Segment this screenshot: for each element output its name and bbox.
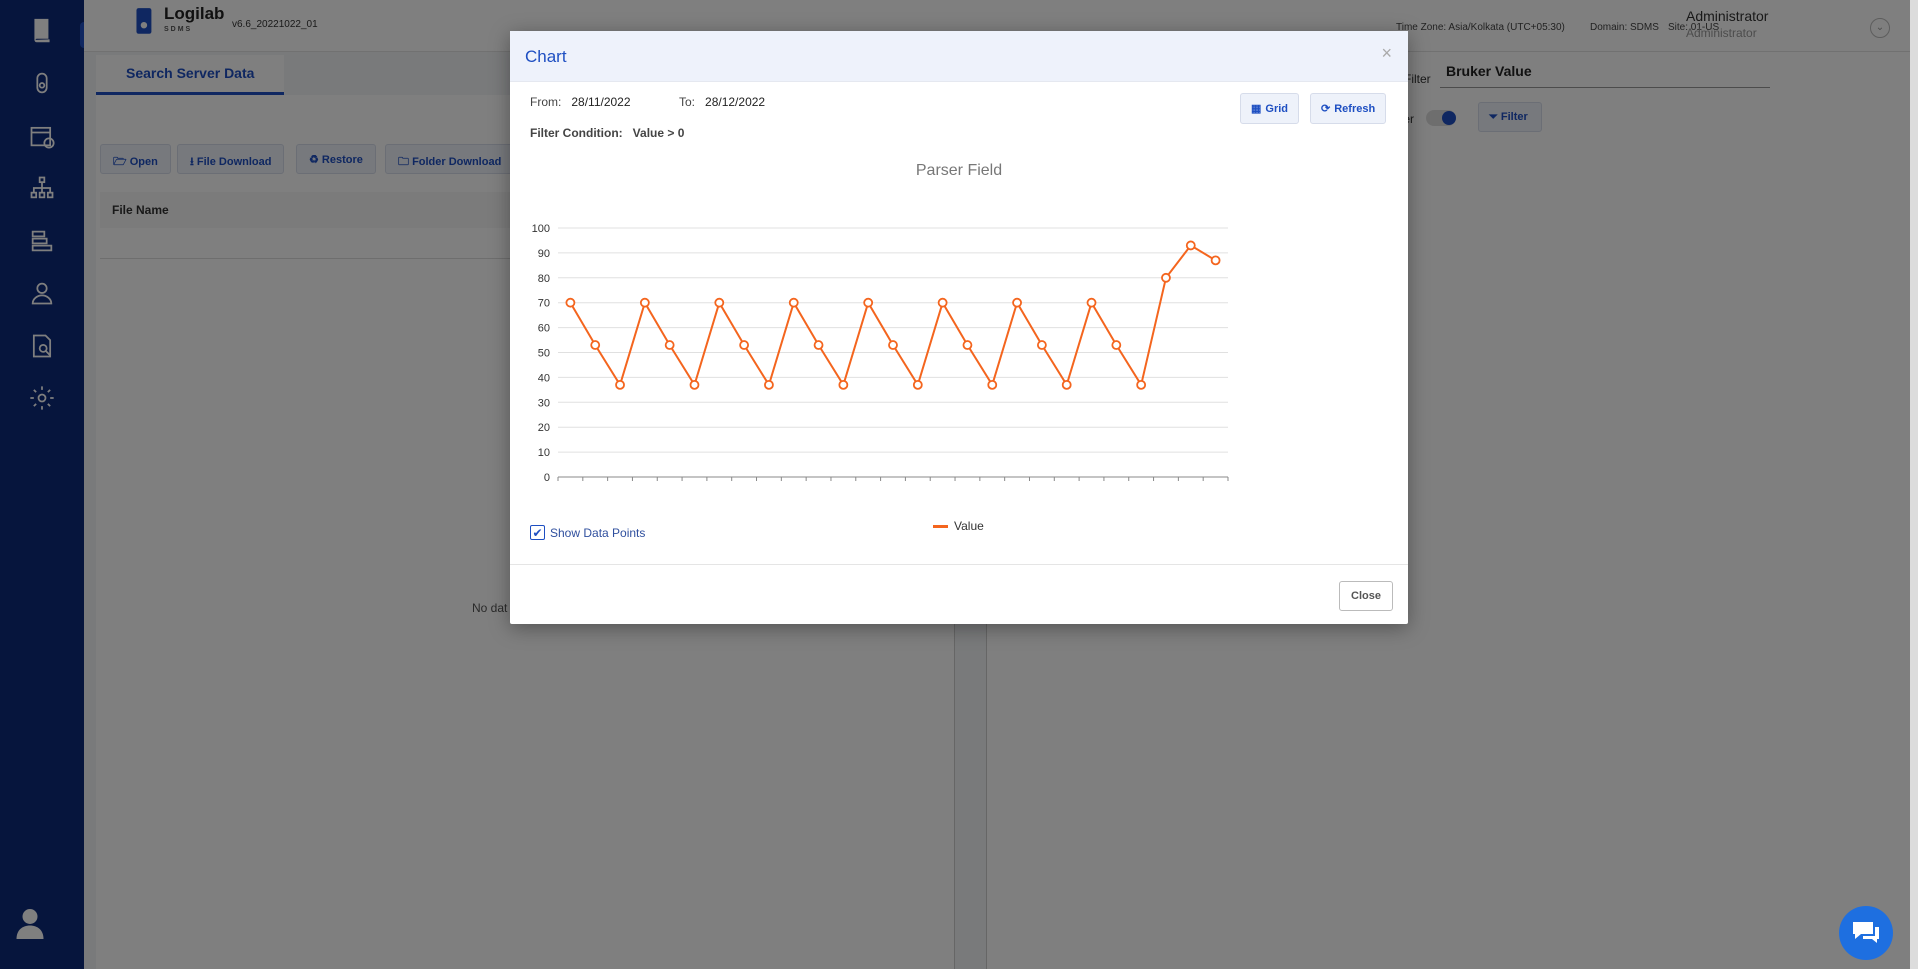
filter-condition-value: Value > 0 <box>632 126 685 140</box>
close-icon[interactable]: × <box>1381 43 1392 63</box>
y-tick-label: 100 <box>532 223 550 235</box>
y-tick-label: 0 <box>544 472 550 484</box>
y-tick-label: 10 <box>538 447 550 459</box>
y-tick-label: 70 <box>538 298 550 310</box>
data-point <box>788 297 799 308</box>
show-data-points-toggle[interactable]: ✔ Show Data Points <box>530 525 645 540</box>
chat-icon[interactable] <box>1839 906 1893 960</box>
data-point <box>912 379 923 390</box>
data-point <box>1012 297 1022 308</box>
refresh-icon: ⟳ <box>1321 103 1331 115</box>
table-icon: ▦ <box>1251 103 1262 115</box>
data-point <box>813 340 824 350</box>
chart-title: Parser Field <box>915 162 1003 179</box>
to-value: 28/12/2022 <box>705 95 766 109</box>
from-value: 28/11/2022 <box>571 95 631 109</box>
data-point <box>739 340 750 350</box>
filter-condition-label: Filter Condition: <box>530 126 623 140</box>
filter-condition: Filter Condition: Value > 0 <box>530 126 684 140</box>
data-point <box>615 379 625 390</box>
modal-footer: Close <box>510 564 1408 624</box>
data-point <box>764 379 774 390</box>
close-button[interactable]: Close <box>1339 581 1393 611</box>
chart-modal: Chart × From: 28/11/2022 To: 28/12/2022 … <box>510 31 1408 624</box>
y-tick-label: 50 <box>538 348 550 360</box>
data-point <box>1161 272 1171 283</box>
y-tick-label: 90 <box>538 248 550 260</box>
data-point <box>1210 255 1221 266</box>
series-line-value <box>569 244 1217 388</box>
data-point <box>714 297 725 308</box>
data-point <box>1061 379 1072 390</box>
from-label: From: <box>530 95 562 109</box>
data-point <box>1136 379 1147 390</box>
refresh-button[interactable]: ⟳ Refresh <box>1310 93 1387 124</box>
y-tick-label: 30 <box>538 397 550 409</box>
grid-button[interactable]: ▦ Grid <box>1240 93 1300 124</box>
modal-header: Chart × <box>510 31 1408 82</box>
data-point <box>1185 240 1196 251</box>
y-tick-label: 60 <box>538 323 550 335</box>
data-point <box>1111 340 1122 350</box>
legend-swatch <box>933 524 948 528</box>
modal-title: Chart <box>525 47 567 66</box>
data-point <box>863 297 874 308</box>
legend-label: Value <box>954 519 984 533</box>
y-tick-label: 20 <box>538 422 550 434</box>
data-point <box>689 379 700 390</box>
to-label: To: <box>679 95 696 109</box>
page-scrollbar[interactable] <box>1910 0 1918 969</box>
to-field: To: 28/12/2022 <box>679 95 765 109</box>
line-chart: 0 10 20 30 40 50 60 70 80 90 100 <box>532 223 1229 484</box>
data-point <box>1036 340 1047 350</box>
data-point <box>937 297 948 308</box>
checkbox-checked-icon[interactable]: ✔ <box>530 525 545 540</box>
data-point <box>962 340 973 350</box>
from-field: From: 28/11/2022 <box>530 95 631 109</box>
data-point <box>664 340 675 350</box>
data-point <box>565 297 576 308</box>
data-point <box>888 340 898 350</box>
data-point <box>987 379 998 390</box>
data-point <box>639 297 650 308</box>
data-point <box>590 340 601 350</box>
chart-legend[interactable]: Value <box>933 519 984 533</box>
data-point <box>838 379 849 390</box>
data-point <box>1086 297 1097 308</box>
y-tick-label: 40 <box>538 372 550 384</box>
y-tick-label: 80 <box>538 273 550 285</box>
